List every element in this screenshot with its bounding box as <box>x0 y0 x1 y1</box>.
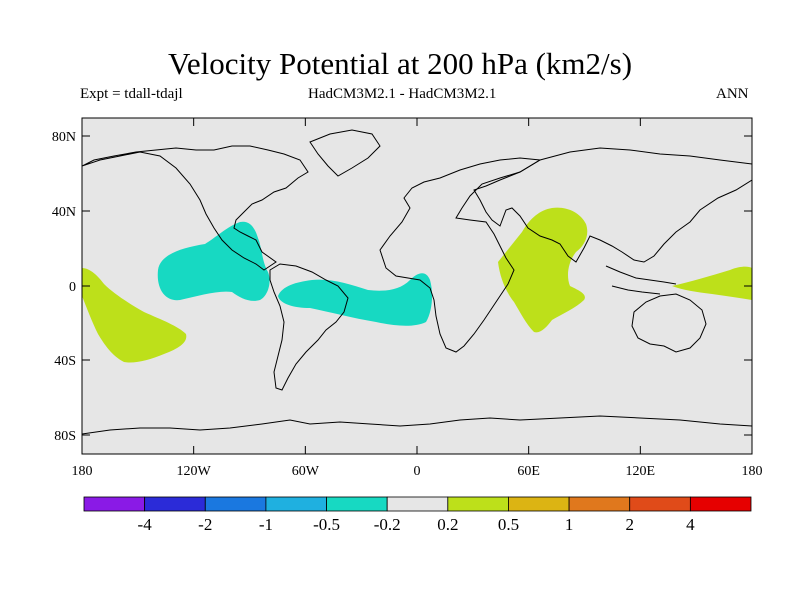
colorbar-swatch <box>568 496 631 512</box>
colorbar-label: 1 <box>565 515 574 534</box>
south-america-coast <box>269 263 349 391</box>
latitude-tick-label: 80N <box>52 130 76 145</box>
longitude-tick-label: 180 <box>72 464 93 479</box>
map-title: Velocity Potential at 200 hPa (km2/s) <box>167 46 633 81</box>
north-america-coast <box>82 145 309 271</box>
australia-coast <box>631 293 707 353</box>
model-label: HadCM3M2.1 - HadCM3M2.1 <box>308 86 497 102</box>
colorbar-swatch <box>83 496 146 512</box>
colorbar-label: -0.2 <box>374 515 401 534</box>
indian-ocean-positive-region <box>498 207 588 333</box>
season-label: ANN <box>716 86 749 102</box>
colorbar-swatch <box>689 496 752 512</box>
colorbar-label: 4 <box>686 515 695 534</box>
europe-africa-coast <box>379 157 542 353</box>
positive-anomaly-regions <box>82 207 752 363</box>
latitude-tick-label: 40S <box>54 354 76 369</box>
longitude-tick-label: 0 <box>414 464 421 479</box>
latitude-tick-label: 80S <box>54 429 76 444</box>
coastlines <box>82 129 752 435</box>
greenland-coast <box>309 129 381 177</box>
colorbar-swatch <box>265 496 327 512</box>
colorbar-label: 0.5 <box>498 515 519 534</box>
longitude-tick-label: 120E <box>626 464 656 479</box>
colorbar-label: -0.5 <box>313 515 340 534</box>
colorbar-label: -4 <box>138 515 153 534</box>
longitude-tick-label: 120W <box>177 464 212 479</box>
asia-coast <box>473 147 752 263</box>
colorbar-label: 0.2 <box>437 515 458 534</box>
longitude-tick-label: 180 <box>742 464 763 479</box>
colorbar-labels: -4 -2 -1 -0.5 -0.2 0.2 0.5 1 2 4 <box>138 515 696 534</box>
latitude-labels: 80N 40N 0 40S 80S <box>52 130 76 444</box>
latitude-tick-label: 40N <box>52 205 76 220</box>
colorbar-swatch <box>386 496 449 512</box>
colorbar-swatch <box>204 496 267 512</box>
colorbar-swatch <box>326 496 388 512</box>
negative-anomaly-regions <box>157 221 433 326</box>
experiment-label: Expt = tdall-tdajl <box>80 86 183 102</box>
colorbar-label: -2 <box>198 515 212 534</box>
longitude-tick-label: 60W <box>292 464 320 479</box>
colorbar-label: 2 <box>625 515 634 534</box>
antarctica-coast <box>82 415 752 435</box>
colorbar <box>83 496 752 512</box>
axis-ticks <box>81 118 753 454</box>
colorbar-swatch <box>508 496 570 512</box>
south-pacific-positive-region <box>82 268 187 363</box>
colorbar-swatch <box>447 496 509 512</box>
latitude-tick-label: 0 <box>69 280 76 295</box>
longitude-tick-label: 60E <box>517 464 540 479</box>
west-pacific-positive-region <box>672 266 752 300</box>
colorbar-label: -1 <box>259 515 273 534</box>
atlantic-negative-region <box>278 273 433 326</box>
east-pacific-negative-region <box>157 221 270 301</box>
colorbar-swatch <box>144 496 206 512</box>
longitude-labels: 180 120W 60W 0 60E 120E 180 <box>72 464 763 479</box>
colorbar-swatch <box>629 496 691 512</box>
indonesia-coast <box>605 265 677 295</box>
